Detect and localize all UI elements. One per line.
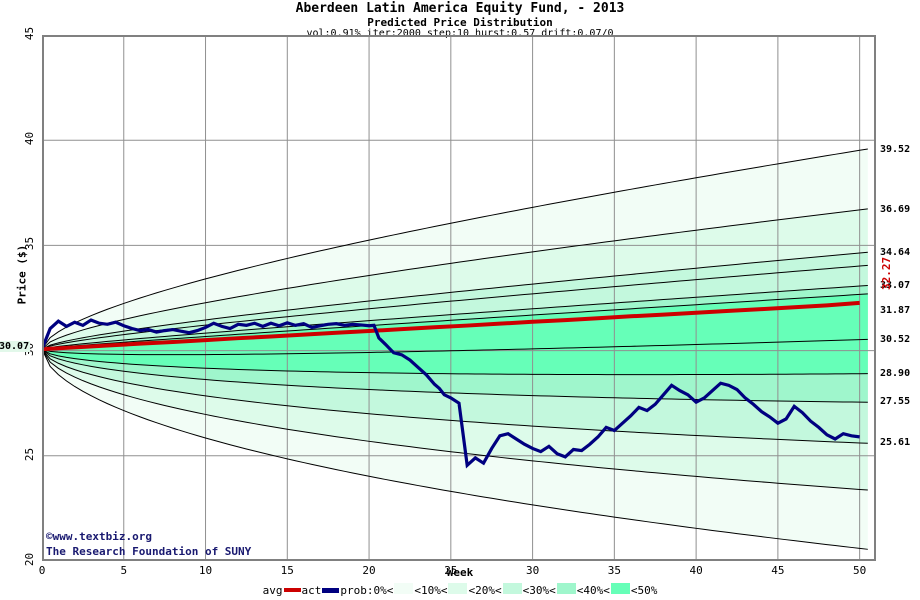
start-price-label: 30.07 — [0, 341, 31, 352]
y-tick-label: 35 — [22, 237, 36, 251]
x-tick-label: 40 — [689, 564, 703, 577]
band-lower-3 — [42, 348, 868, 444]
x-tick-label: 50 — [853, 564, 867, 577]
legend-entry-label: <50% — [630, 584, 658, 597]
band-upper-5 — [42, 148, 868, 350]
chart-parameters: vol:0.91% iter:2000 step:10 hurst:0.57 d… — [306, 28, 614, 39]
band-lower-5 — [42, 348, 868, 550]
right-axis-value: 28.90 — [880, 367, 911, 379]
right-axis-value: 30.52 — [880, 333, 911, 345]
band-upper-0 — [42, 264, 868, 350]
legend-item-act: act — [302, 584, 341, 597]
legend-swatch-5 — [610, 583, 630, 594]
legend-swatch-1 — [394, 583, 414, 594]
x-tick-label: 35 — [607, 564, 621, 577]
x-tick-label: 0 — [38, 564, 46, 577]
x-tick-label: 25 — [444, 564, 458, 577]
x-tick-label: 45 — [771, 564, 785, 577]
legend-entry-label: <20%< — [468, 584, 502, 597]
x-tick-label: 15 — [280, 564, 294, 577]
chart-subtitle: Predicted Price Distribution — [367, 16, 553, 29]
right-axis-value: 39.52 — [880, 144, 911, 156]
legend-prob-label: prob:0%< — [340, 583, 394, 597]
band-upper-2 — [42, 284, 868, 350]
legend-avg-label: avg — [262, 583, 283, 597]
x-tick-label: 10 — [198, 564, 213, 577]
plot-area — [42, 35, 876, 561]
probability-bands — [42, 148, 868, 550]
x-tick-label: 30 — [525, 564, 540, 577]
legend-act-label: act — [301, 583, 322, 597]
right-axis-value: 36.69 — [880, 203, 911, 215]
chart-legend: avg act prob:0%< <10%< <20%< <30%< <40%< <50… — [0, 583, 920, 597]
legend-entry-label: <40%< — [576, 584, 610, 597]
right-axis-value: 31.87 — [880, 305, 911, 317]
legend-entry-label: <10%< — [414, 584, 448, 597]
copyright-line-2: The Research Foundation of SUNY — [46, 545, 252, 558]
x-axis-label: Week — [446, 566, 474, 579]
x-tick-label: 5 — [120, 564, 128, 577]
band-boundary-lines — [42, 148, 868, 550]
band-lower-1 — [42, 348, 868, 376]
legend-band-entries: <10%< <20%< <30%< <40%< <50% — [393, 583, 657, 597]
band-upper-4 — [42, 208, 868, 350]
y-tick-label: 40 — [22, 132, 36, 146]
right-axis-value: 25.61 — [880, 436, 911, 448]
right-axis-value: 34.64 — [880, 246, 911, 258]
legend-swatch-2 — [448, 583, 468, 594]
band-upper-3 — [42, 251, 868, 350]
legend-avg-swatch — [283, 588, 301, 592]
plot-svg — [42, 35, 876, 561]
y-tick-label: 45 — [22, 26, 36, 41]
avg-series-line — [42, 300, 860, 352]
chart-title: Aberdeen Latin America Equity Fund, - 20… — [295, 1, 625, 16]
band-upper-1 — [42, 293, 868, 350]
band-lower-2 — [42, 348, 868, 403]
right-axis-value: 27.55 — [880, 396, 911, 408]
band-lower-0 — [42, 338, 868, 356]
right-axis-value: 33.07 — [880, 280, 911, 291]
legend-swatch-4 — [556, 583, 576, 594]
legend-entry-label: <30%< — [522, 584, 556, 597]
band-lower-4 — [42, 348, 868, 491]
legend-swatch-3 — [502, 583, 522, 594]
x-tick-label: 20 — [362, 564, 376, 577]
legend-item-avg: avg — [263, 584, 302, 597]
act-series-line — [42, 318, 860, 469]
avg-end-value-label: 32.27 — [880, 256, 893, 290]
y-tick-label: 25 — [22, 447, 36, 461]
copyright-line-1: ©www.textbiz.org — [46, 530, 152, 543]
legend-act-swatch — [322, 587, 340, 593]
